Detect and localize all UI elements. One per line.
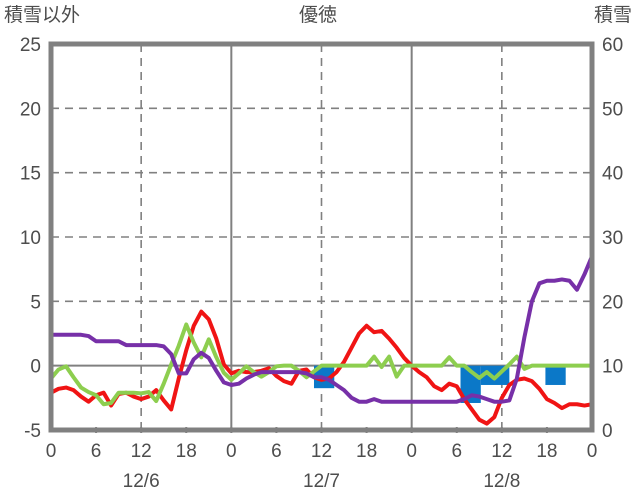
left-axis-unit-label: 積雪以外	[4, 5, 81, 26]
left-axis-tick-label: -5	[24, 421, 41, 442]
x-axis-tick-label: 6	[451, 441, 462, 462]
x-axis-tick-label: 0	[226, 441, 237, 462]
series-lines-group	[49, 254, 594, 426]
right-axis-tick-label: 0	[602, 421, 613, 442]
snow-bars-group	[313, 365, 566, 403]
right-axis-tick-label: 50	[602, 99, 623, 120]
left-axis-tick-label: 25	[20, 35, 41, 56]
left-axis-tick-label: 0	[30, 357, 41, 378]
series-line	[49, 309, 594, 426]
left-axis-tick-label: 15	[20, 164, 41, 185]
right-axis-tick-label: 20	[602, 292, 623, 313]
x-axis-day-label: 12/7	[303, 471, 340, 492]
x-axis-day-label: 12/8	[483, 471, 520, 492]
x-axis-tick-label: 12	[311, 441, 332, 462]
x-axis-tick-label: 18	[176, 441, 197, 462]
series-line	[49, 254, 594, 404]
right-axis-tick-label: 30	[602, 228, 623, 249]
plot-frame	[48, 41, 595, 433]
x-axis-day-label: 12/6	[123, 471, 160, 492]
x-axis-tick-label: 18	[356, 441, 377, 462]
right-axis-tick-labels: 0 10 20 30 40 50 60	[602, 35, 623, 442]
left-axis-tick-label: 10	[20, 228, 41, 249]
x-axis-tick-label: 0	[46, 441, 57, 462]
x-axis-day-labels: 12/6 12/7 12/8	[123, 471, 521, 492]
x-axis-tick-label: 6	[271, 441, 282, 462]
x-axis-tick-label: 18	[536, 441, 557, 462]
x-axis-tick-label: 12	[491, 441, 512, 462]
snow-depth-bar	[545, 365, 566, 385]
right-axis-tick-label: 60	[602, 35, 623, 56]
left-axis-tick-label: 5	[30, 292, 41, 313]
series-line	[49, 322, 594, 407]
right-axis-unit-label: 積雪	[593, 5, 632, 26]
x-axis-tick-label: 0	[406, 441, 417, 462]
x-axis-tick-label: 0	[587, 441, 598, 462]
x-axis-tick-labels: 0 6 12 18 0 6 12 18 0 6 12 18 0	[46, 441, 598, 462]
chart-title: 優徳	[298, 5, 337, 26]
left-axis-tick-labels: -5 0 5 10 15 20 25	[20, 35, 41, 442]
x-axis-tick-label: 6	[91, 441, 102, 462]
left-axis-tick-label: 20	[20, 99, 41, 120]
right-axis-tick-label: 40	[602, 164, 623, 185]
right-axis-tick-label: 10	[602, 357, 623, 378]
x-axis-tick-label: 12	[131, 441, 152, 462]
